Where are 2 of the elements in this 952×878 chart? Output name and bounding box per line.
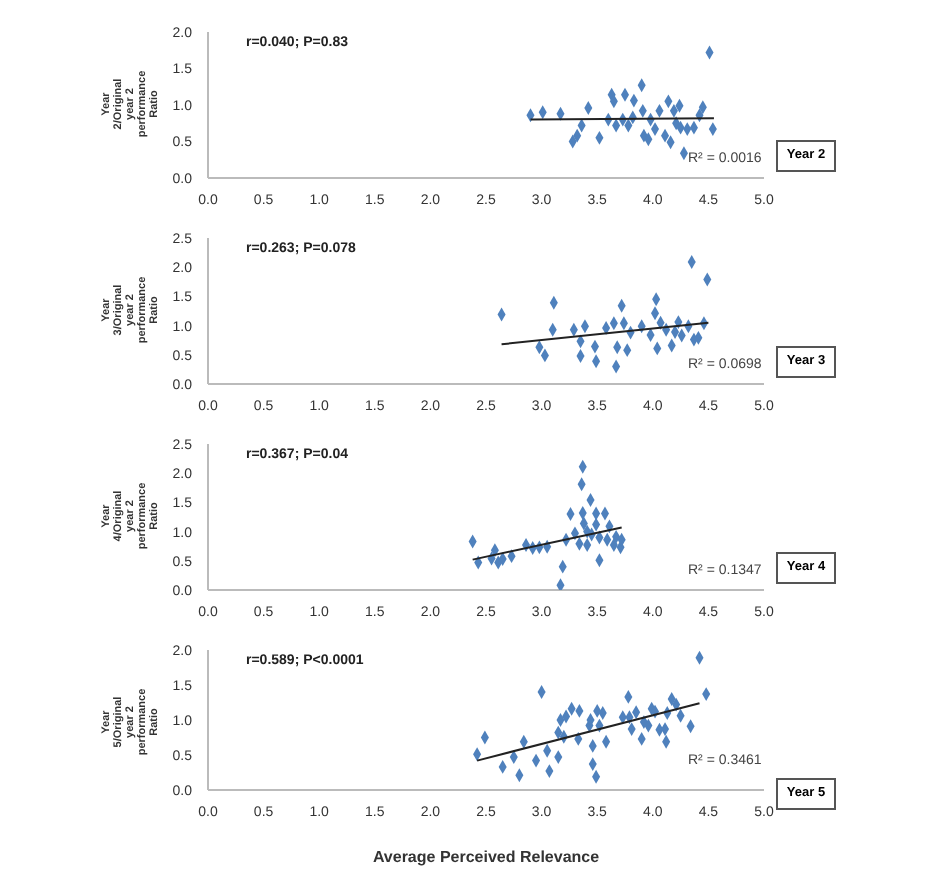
x-axis-title: Average Perceived Relevance <box>372 848 601 866</box>
point <box>556 578 565 590</box>
